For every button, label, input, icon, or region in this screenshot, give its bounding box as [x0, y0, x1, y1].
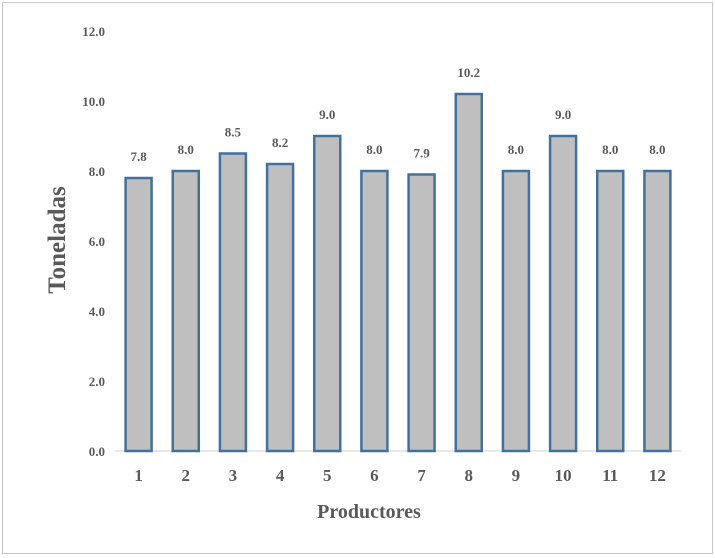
bar-chart: 0.0 2.0 4.0 6.0 8.0 10.0 12.0 7.8 8.0 8.5 8.2 9.0 8…	[44, 24, 681, 523]
y-tick-label: 6.0	[89, 234, 105, 249]
data-label-8: 10.2	[457, 65, 480, 80]
data-label-3: 8.5	[225, 125, 242, 140]
bar-3	[218, 152, 248, 453]
x-tick-label: 9	[512, 466, 521, 485]
x-axis-ticks: 1 2 3 4 5 6 7 8 9 10 11 12	[134, 466, 666, 485]
y-axis-ticks: 0.0 2.0 4.0 6.0 8.0 10.0 12.0	[82, 24, 105, 459]
x-tick-label: 4	[276, 466, 285, 485]
bar-7	[407, 173, 436, 453]
bar-6	[360, 169, 389, 453]
x-tick-label: 3	[229, 466, 238, 485]
bar-1	[124, 176, 153, 453]
data-label-12: 8.0	[649, 142, 665, 157]
x-tick-label: 10	[555, 466, 572, 485]
data-label-11: 8.0	[602, 142, 618, 157]
x-tick-label: 6	[370, 466, 379, 485]
y-axis-title: Toneladas	[44, 186, 71, 294]
bar-5	[313, 134, 342, 453]
y-tick-label: 12.0	[82, 24, 105, 39]
y-tick-label: 10.0	[82, 94, 105, 109]
x-tick-label: 7	[417, 466, 426, 485]
x-tick-label: 8	[465, 466, 474, 485]
bar-4	[265, 162, 295, 453]
x-tick-label: 2	[182, 466, 191, 485]
bar-2	[171, 169, 200, 453]
bars-group: 7.8 8.0 8.5 8.2 9.0 8.0 7.9 10.2 8.0 9.0 8.0 8.0	[124, 65, 672, 453]
bar-11	[596, 169, 625, 453]
data-label-7: 7.9	[413, 146, 430, 161]
data-label-4: 8.2	[272, 135, 288, 150]
y-tick-label: 4.0	[89, 304, 105, 319]
bar-9	[501, 169, 531, 453]
data-label-9: 8.0	[508, 142, 524, 157]
data-label-2: 8.0	[178, 142, 194, 157]
x-tick-label: 5	[323, 466, 332, 485]
data-label-1: 7.8	[130, 149, 147, 164]
x-axis-title: Productores	[317, 501, 421, 523]
y-tick-label: 2.0	[89, 374, 105, 389]
data-label-6: 8.0	[366, 142, 382, 157]
bar-8	[454, 92, 483, 453]
y-tick-label: 8.0	[89, 164, 105, 179]
y-tick-label: 0.0	[89, 444, 105, 459]
bar-12	[643, 169, 672, 453]
bar-10	[548, 134, 578, 453]
x-tick-label: 11	[602, 466, 618, 485]
x-tick-label: 12	[649, 466, 666, 485]
x-tick-label: 1	[134, 466, 143, 485]
data-label-10: 9.0	[555, 107, 571, 122]
data-label-5: 9.0	[319, 107, 335, 122]
